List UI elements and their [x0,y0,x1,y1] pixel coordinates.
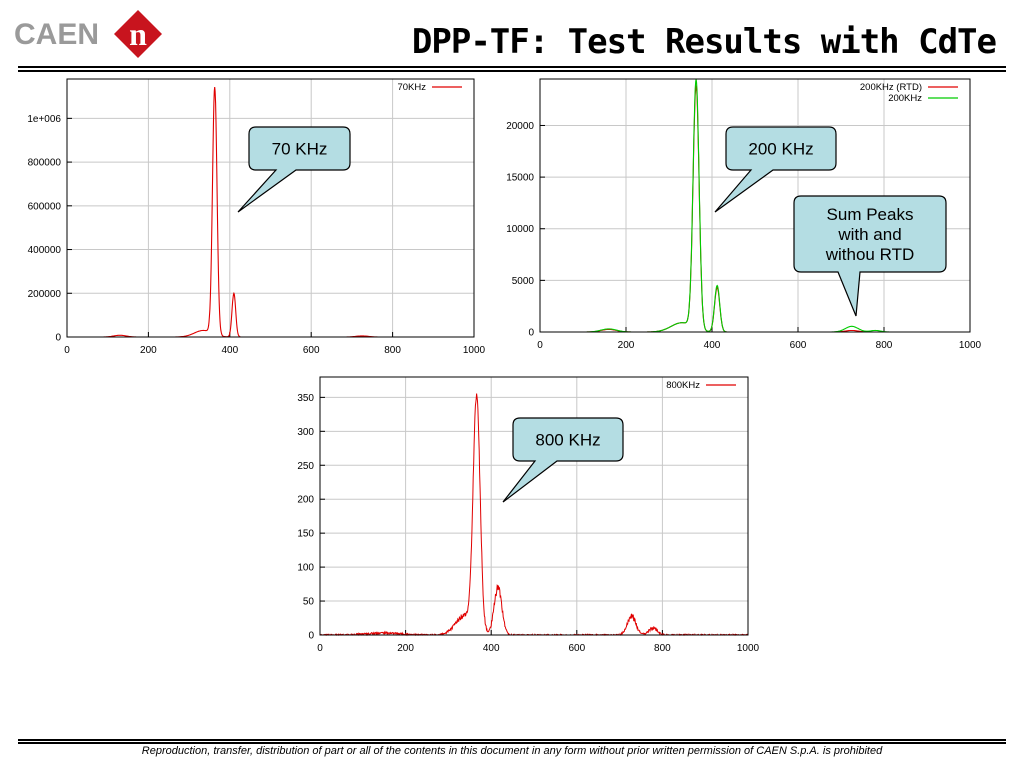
callout-label: 70 KHz [272,140,328,159]
header-divider-bottom [18,70,1006,72]
x-tick-label: 0 [64,345,70,356]
y-tick-label: 600000 [28,201,62,212]
footer-disclaimer: Reproduction, transfer, distribution of … [141,745,883,757]
callout-bubble [502,417,624,503]
callout-label: 200 KHz [748,140,813,159]
logo-text: CAEN [14,18,99,51]
y-tick-label: 100 [297,563,314,574]
x-tick-label: 400 [704,340,721,351]
x-tick-label: 200 [397,643,414,654]
legend-label: 70KHz [397,82,426,93]
callout-bubble [714,126,837,213]
legend-label: 200KHz (RTD) [860,82,922,93]
x-tick-label: 0 [537,340,543,351]
x-tick-label: 200 [618,340,635,351]
y-tick-label: 15000 [506,173,534,184]
plot-area [320,377,748,635]
x-tick-label: 600 [303,345,320,356]
caen-logo: CAEN n [14,10,162,58]
x-tick-label: 600 [790,340,807,351]
plot-frame [319,376,749,636]
x-tick-label: 800 [384,345,401,356]
y-tick-label: 200 [297,495,314,506]
callout-label: withou RTD [825,245,915,264]
x-tick-label: 400 [483,643,500,654]
y-tick-label: 20000 [506,121,534,132]
header-divider-top [18,66,1006,68]
x-tick-label: 1000 [737,643,760,654]
footer-divider-top [18,739,1006,741]
y-tick-label: 150 [297,529,314,540]
y-tick-label: 0 [528,328,534,339]
legend-label: 200KHz [888,93,922,104]
callout-label: with and [837,225,901,244]
x-tick-label: 1000 [959,340,982,351]
x-tick-label: 800 [654,643,671,654]
callout-bubble [793,195,947,317]
y-tick-label: 250 [297,461,314,472]
x-tick-label: 200 [140,345,157,356]
y-tick-label: 1e+006 [27,114,61,125]
x-tick-label: 1000 [463,345,486,356]
y-tick-label: 200000 [28,289,62,300]
y-tick-label: 350 [297,393,314,404]
y-tick-label: 0 [55,333,61,344]
y-tick-label: 800000 [28,158,62,169]
chart-1: 0 200 400 600 800 1000 0 200000 400000 600000 8000… [27,78,486,356]
callout-1: 70 KHz [237,126,351,213]
y-tick-label: 50 [303,597,315,608]
footer-divider-bottom [18,742,1006,744]
x-tick-label: 0 [317,643,323,654]
x-tick-label: 600 [568,643,585,654]
y-tick-label: 300 [297,427,314,438]
callout-2: 200 KHz [714,126,837,213]
y-tick-label: 400000 [28,245,62,256]
plot-frame [539,78,971,333]
y-tick-label: 0 [308,631,314,642]
page-title: DPP-TF: Test Results with CdTe [411,22,997,62]
callout-label: Sum Peaks [827,205,914,224]
plot-frame [66,78,475,338]
y-tick-label: 5000 [512,276,535,287]
x-tick-label: 800 [876,340,893,351]
plot-area [67,79,474,337]
logo-badge-icon [114,10,162,58]
callout-label: 800 KHz [535,431,600,450]
x-tick-label: 400 [221,345,238,356]
legend-label: 800KHz [666,380,700,391]
callout-3: 800 KHz [502,417,624,503]
logo-mark: n [129,16,147,52]
y-tick-label: 10000 [506,224,534,235]
callout-bubble [237,126,351,213]
charts-canvas: 0 200 400 600 800 100002000004000006000008000… [27,78,982,654]
